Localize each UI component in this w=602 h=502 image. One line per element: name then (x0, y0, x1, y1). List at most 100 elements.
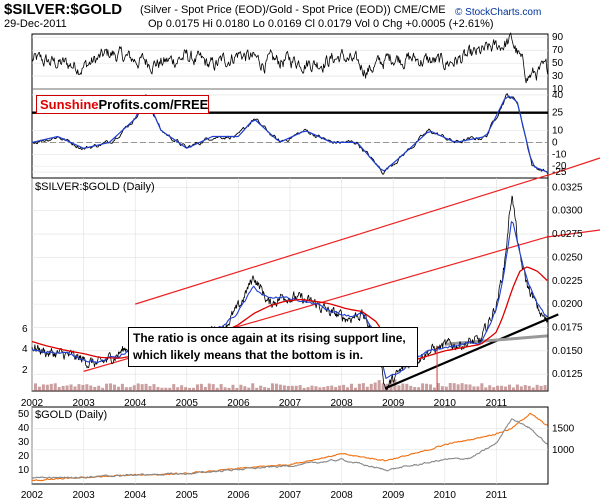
gold-x-tick-label: 2002 (21, 490, 44, 501)
rsi-line (31, 32, 548, 84)
lower-channel-extension (547, 229, 601, 238)
volume-bar (492, 387, 496, 391)
gold-x-tick-label: 2009 (382, 490, 405, 501)
volume-bar (45, 384, 49, 391)
volume-bar (511, 387, 515, 391)
volume-bar (207, 383, 211, 391)
volume-bar (184, 387, 188, 391)
volume-bar (211, 384, 215, 391)
volume-bar (314, 386, 318, 391)
annotation-box: The ratio is once again at its rising su… (128, 327, 418, 367)
volume-bar (243, 386, 247, 391)
ratio-tick-label: 0.0225 (552, 276, 583, 287)
volume-bar (535, 384, 539, 391)
volume-tick-label: 4 (22, 344, 28, 355)
volume-bar (176, 387, 180, 391)
volume-bar (310, 385, 314, 391)
rsi-tick-label: 70 (552, 45, 564, 56)
ratio-x-tick-label: 2003 (72, 398, 95, 409)
volume-bar (377, 380, 381, 391)
volume-bar (101, 387, 105, 391)
volume-bar (409, 385, 413, 391)
copyright-text: © StockCharts.com (455, 7, 542, 18)
volume-bar (61, 385, 65, 391)
volume-bar (49, 383, 53, 391)
volume-bar (247, 387, 251, 391)
gold-right-tick-label: 1000 (552, 445, 575, 456)
volume-bar (57, 387, 61, 391)
volume-bar (124, 387, 128, 391)
volume-bar (116, 386, 120, 391)
ratio-ma-short-line (31, 221, 548, 379)
volume-bar (298, 385, 302, 391)
ratio-x-tick-label: 2004 (124, 398, 147, 409)
volume-bar (440, 386, 444, 391)
volume-bar (271, 383, 274, 391)
volume-bar (81, 384, 85, 391)
volume-bar (334, 387, 338, 391)
ratio-tick-label: 0.0325 (552, 182, 583, 193)
rsi-tick-label: 90 (552, 32, 564, 43)
volume-bar (41, 384, 45, 391)
volume-bar (109, 383, 113, 391)
volume-bar (34, 383, 37, 391)
volume-bar (539, 385, 543, 391)
volume-bar (322, 386, 326, 391)
ratio-x-tick-label: 2006 (227, 398, 250, 409)
ratio-tick-label: 0.0125 (552, 369, 583, 380)
volume-bar (168, 387, 172, 391)
gold-x-tick-label: 2004 (124, 490, 147, 501)
ratio-tick-label: 0.0200 (552, 299, 583, 310)
volume-bar (369, 383, 373, 391)
ratio-x-tick-label: 2005 (176, 398, 199, 409)
rsi-tick-label: 10 (552, 84, 564, 95)
volume-bar (37, 386, 41, 391)
volume-bar (282, 385, 286, 391)
volume-bar (251, 383, 255, 391)
volume-bar (302, 387, 306, 391)
gold-x-tick-label: 2010 (434, 490, 457, 501)
volume-bar (496, 385, 500, 391)
volume-bar (350, 383, 353, 391)
watermark-logo: SunshineProfits.com/FREE (36, 95, 209, 114)
volume-bar (144, 383, 148, 391)
chart-subtitle: (Silver - Spot Price (EOD)/Gold - Spot P… (140, 4, 446, 16)
momentum-tick-label: -20 (552, 161, 567, 172)
volume-bar (381, 383, 385, 391)
volume-bar (429, 384, 432, 391)
volume-bar (452, 383, 456, 391)
volume-bar (353, 387, 357, 391)
volume-bar (235, 387, 239, 391)
volume-bar (85, 384, 89, 391)
volume-bar (515, 384, 519, 391)
gold-left-tick-label: 30 (18, 437, 30, 448)
chart-date: 29-Dec-2011 (4, 18, 67, 30)
volume-bar (255, 387, 259, 391)
volume-bar (421, 383, 425, 391)
volume-bar (152, 384, 156, 391)
trendline-upper-channel (135, 174, 548, 305)
volume-bar (69, 384, 73, 391)
momentum-tick-label: -10 (552, 149, 567, 160)
gold-x-tick-label: 2005 (176, 490, 199, 501)
ratio-ma-long-line (31, 266, 548, 361)
ratio-x-tick-label: 2011 (486, 398, 508, 409)
gold-right-tick-label: 1500 (552, 423, 575, 434)
gridlines (31, 36, 548, 484)
momentum-tick-label: 40 (552, 90, 564, 101)
ratio-tick-label: 0.0250 (552, 252, 583, 263)
volume-bar (357, 383, 361, 391)
silver-price-line (31, 418, 548, 479)
trendline-rising-support (385, 313, 559, 390)
volume-bar (148, 386, 152, 391)
ratio-x-tick-label: 2007 (279, 398, 302, 409)
volume-bar (219, 384, 223, 391)
gold-left-tick-label: 10 (18, 465, 30, 476)
momentum-tick-label: 0 (552, 137, 558, 148)
ratio-x-tick-label: 2008 (330, 398, 353, 409)
volume-bar (531, 387, 535, 391)
volume-bar (519, 386, 523, 391)
volume-bar (172, 384, 176, 391)
ratio-x-tick-label: 2002 (21, 398, 44, 409)
ratio-tick-label: 0.0300 (552, 206, 583, 217)
